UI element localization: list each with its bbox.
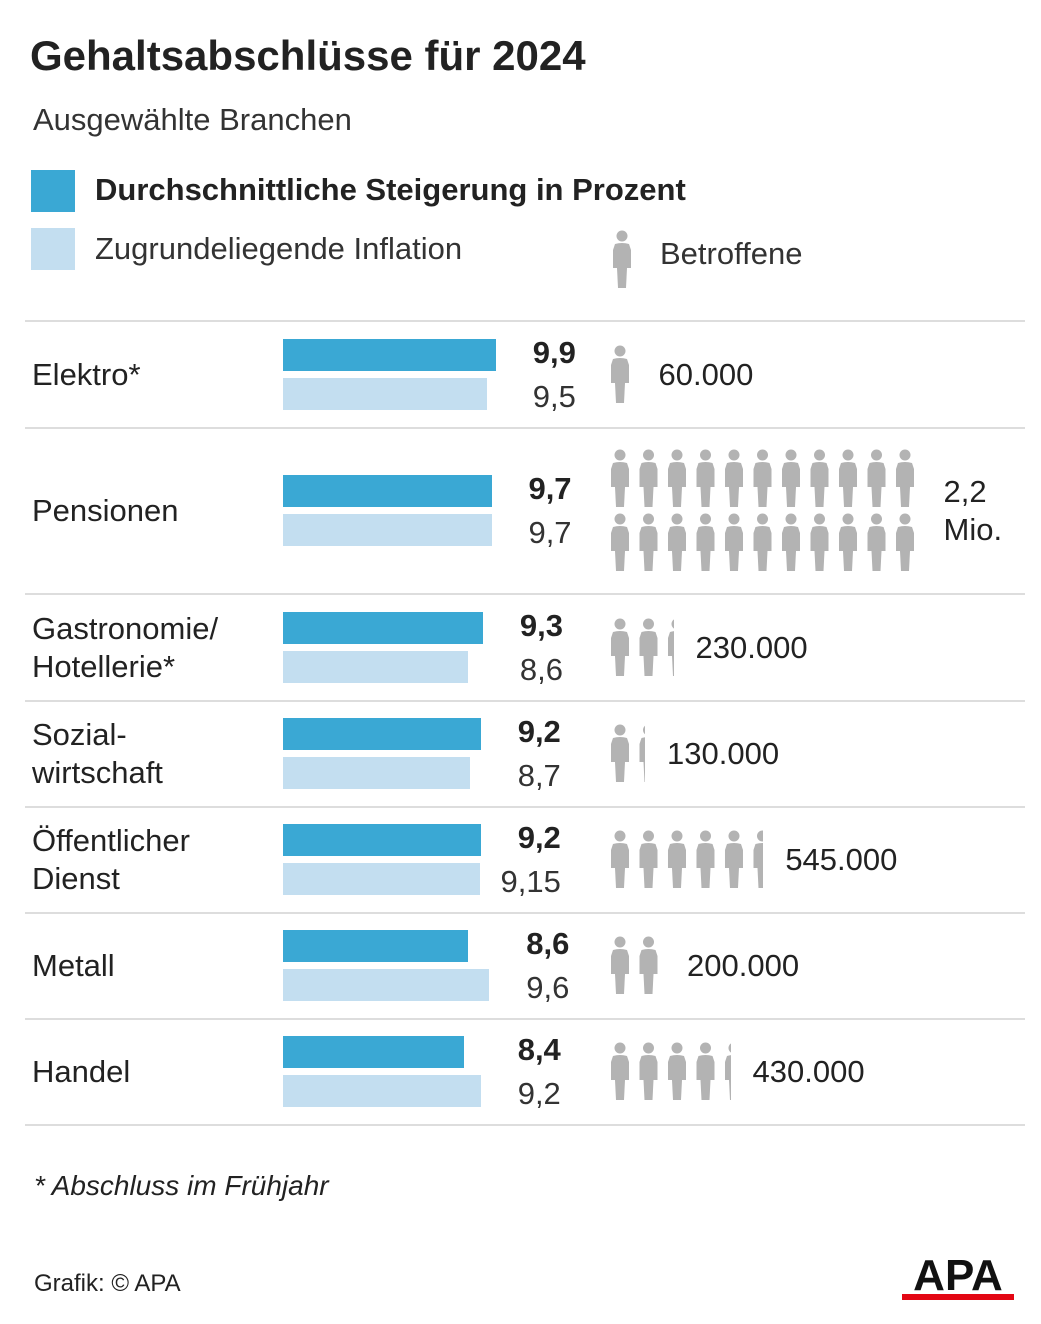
apa-logo-text: APA [913, 1252, 1003, 1300]
person-icons [610, 724, 646, 782]
affected-count-label: 545.000 [785, 842, 898, 877]
value-label-inflation: 8,6 [519, 651, 563, 687]
affected-count-label: 200.000 [687, 948, 800, 983]
bar-inflation [283, 378, 488, 410]
category-label: Elektro* [32, 357, 141, 392]
row-divider [25, 1124, 1025, 1126]
legend-swatch-inflation [31, 228, 75, 270]
chart-title: Gehaltsabschlüsse für 2024 [30, 32, 586, 79]
person-icons [610, 1042, 731, 1100]
value-label-increase: 8,6 [526, 926, 570, 961]
affected-count-label: 2,2 Mio. [943, 474, 1003, 547]
value-label-increase: 9,2 [517, 714, 561, 749]
source-credit: Grafik: © APA [34, 1270, 181, 1297]
person-icons [611, 449, 914, 507]
value-label-inflation: 9,2 [517, 1076, 561, 1111]
value-label-inflation: 9,15 [500, 864, 561, 899]
legend-label-inflation: Zugrundeliegende Inflation [95, 231, 463, 266]
person-icon [613, 230, 631, 288]
row-divider [25, 320, 1025, 322]
apa-logo: APA [902, 1252, 1014, 1300]
category-label: Gastronomie/Hotellerie* [32, 610, 219, 684]
affected-count-label: 130.000 [667, 736, 780, 771]
value-label-inflation: 9,5 [532, 379, 576, 414]
apa-logo-bar [902, 1294, 1014, 1300]
footnote: * Abschluss im Frühjahr [34, 1170, 329, 1201]
row-divider [25, 593, 1025, 595]
bar-inflation [283, 863, 480, 895]
bar-increase [283, 718, 481, 750]
chart-subtitle: Ausgewählte Branchen [33, 102, 352, 137]
bar-inflation [283, 514, 492, 546]
person-icons [611, 513, 914, 571]
affected-count-label: 60.000 [658, 357, 754, 392]
row-divider [25, 427, 1025, 429]
bar-inflation [283, 1075, 481, 1107]
legend-label-increase: Durchschnittliche Steigerung in Prozent [95, 172, 686, 207]
value-label-inflation: 9,6 [526, 970, 570, 1005]
affected-count-label: 230.000 [695, 629, 808, 665]
value-label-inflation: 9,7 [528, 515, 572, 550]
person-icons [611, 345, 629, 403]
bar-inflation [283, 969, 490, 1001]
category-label: Sozial-wirtschaft [32, 717, 163, 790]
value-label-increase: 9,7 [528, 471, 572, 506]
person-icons [611, 936, 658, 994]
bar-increase [283, 930, 468, 962]
person-icons [610, 618, 674, 676]
legend-label-affected: Betroffene [660, 236, 803, 271]
bar-increase [283, 339, 496, 371]
legend-swatch-increase [31, 170, 75, 212]
bar-increase [283, 475, 492, 507]
bar-increase [283, 611, 483, 644]
category-label: Handel [32, 1054, 131, 1089]
value-label-increase: 9,9 [532, 335, 576, 370]
bar-inflation [283, 650, 468, 683]
value-label-increase: 8,4 [517, 1032, 561, 1067]
bar-increase [283, 824, 481, 856]
value-label-inflation: 8,7 [517, 758, 561, 793]
category-label: Öffentlicher Dienst [32, 823, 190, 896]
person-icons [610, 830, 764, 888]
affected-count-label: 430.000 [752, 1054, 865, 1089]
bar-increase [283, 1036, 464, 1068]
row-divider [25, 806, 1025, 808]
value-label-increase: 9,2 [517, 820, 561, 855]
row-divider [25, 912, 1025, 914]
category-label: Pensionen [32, 493, 179, 528]
row-divider [25, 700, 1025, 702]
value-label-increase: 9,3 [519, 607, 563, 643]
category-label: Metall [32, 948, 115, 983]
row-divider [25, 1018, 1025, 1020]
bar-inflation [283, 757, 471, 789]
